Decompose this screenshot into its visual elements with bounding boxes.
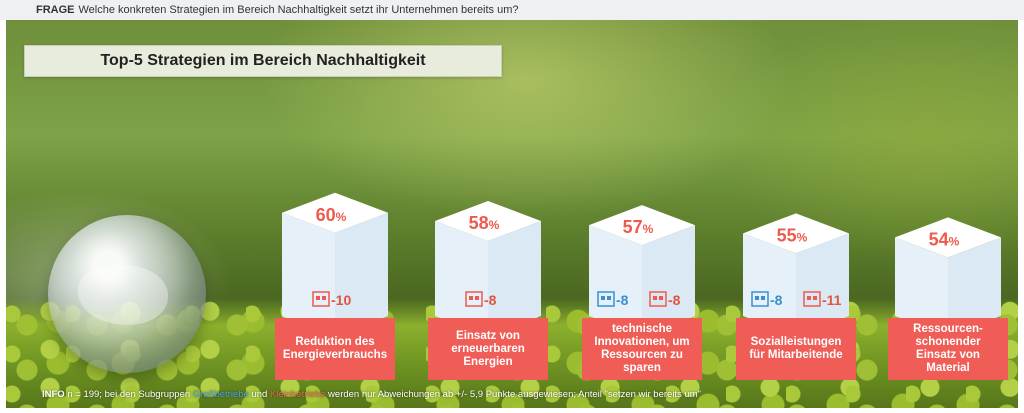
deviation-label: -8 [616,292,629,308]
deviation-label: -8 [770,292,783,308]
category-label: technische Innovationen, um Ressourcen z… [582,318,702,380]
bar-value-label: 54% [929,229,960,249]
bar-top [895,217,1001,258]
question-bar: FRAGE Welche konkreten Strategien im Bere… [0,0,1024,20]
bar-group: 55% -8 -11 [743,213,849,336]
large-company-icon [597,291,615,307]
small-company-icon [465,291,483,307]
question-prefix: FRAGE [36,4,75,16]
glass-globe-image [48,215,206,373]
small-company-icon [649,291,667,307]
bar-left-face [895,237,948,336]
small-company-icon [803,291,821,307]
category-label: Ressourcen-schonender Einsatz von Materi… [888,318,1008,380]
category-label: Einsatz von erneuerbaren Energien [428,318,548,380]
bar-right-face [488,220,541,336]
bar-value-label: 58% [469,213,500,233]
bar-left-face [743,233,796,336]
bar-right-face [335,212,388,336]
bar-left-face [435,220,488,336]
bar-chart: 60% -10 58% -8 57% -8 -8 55% -8 -11 54% [282,192,1001,336]
deviation-label: -11 [822,292,842,308]
question-body: Welche konkreten Strategien im Bereich N… [78,4,519,16]
bar-right-face [642,225,695,336]
bar-top [743,213,849,254]
info-text-mid: und [251,389,268,400]
bar-top [282,192,388,233]
small-company-icon [312,291,330,307]
bar-right-face [796,233,849,336]
bar-group: 60% -10 [282,192,388,336]
deviation-label: -8 [484,292,497,308]
chart-scene: Top-5 Strategien im Bereich Nachhaltigke… [6,20,1018,408]
large-company-icon [751,291,769,307]
bar-group: 58% -8 [435,200,541,336]
bar-value-label: 60% [316,205,347,225]
bar-top [435,200,541,241]
category-label: Reduktion des Energieverbrauchs [275,318,395,380]
bar-left-face [282,212,335,336]
bar-top [589,205,695,246]
info-group-small: Kleinbetriebe [269,389,326,400]
info-group-large: Großbetriebe [192,389,249,400]
deviation-label: -8 [668,292,681,308]
deviation-label: -10 [331,292,351,308]
bar-group: 57% -8 -8 [589,205,695,336]
bar-group: 54% [895,217,1001,336]
bar-right-face [948,237,1001,336]
chart-title: Top-5 Strategien im Bereich Nachhaltigke… [24,45,502,77]
info-footnote: INFO n = 199; bei den Subgruppen Großbet… [42,389,701,400]
info-text-1: n = 199; bei den Subgruppen [67,389,191,400]
bar-value-label: 57% [623,217,654,237]
bar-value-label: 55% [777,225,808,245]
info-prefix: INFO [42,389,65,400]
info-text-2: werden nur Abweichungen ab +/- 5,9 Punkt… [328,389,702,400]
question-text: FRAGE Welche konkreten Strategien im Bere… [36,0,519,20]
bar-left-face [589,225,642,336]
category-label: Sozialleistungen für Mitarbeitende [736,318,856,380]
